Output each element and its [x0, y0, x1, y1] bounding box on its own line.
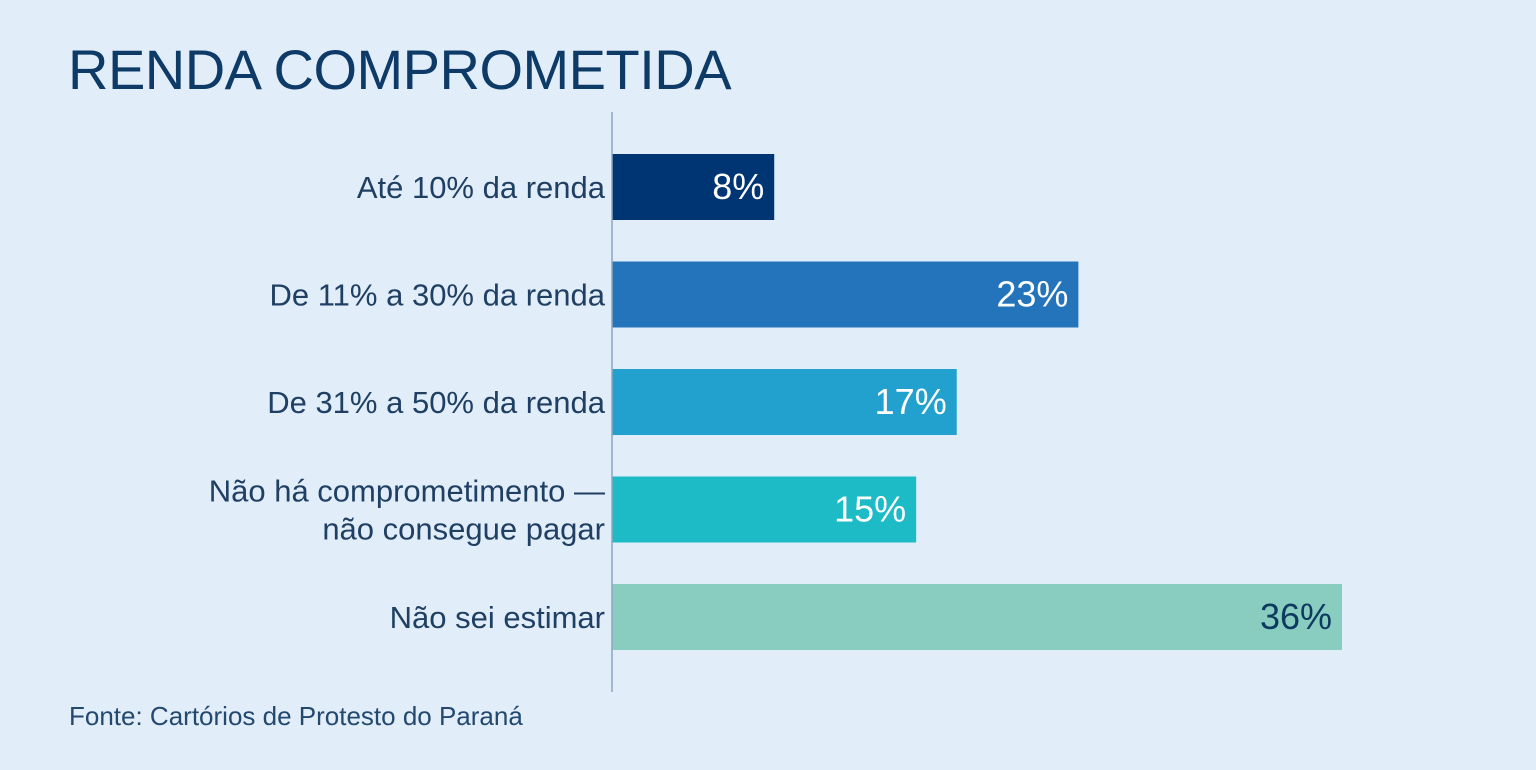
value-label-1: 8%	[712, 166, 764, 207]
category-label-line: De 11% a 30% da renda	[270, 278, 606, 313]
bar-de-31-a-50-da-renda	[612, 369, 957, 435]
value-label-3: 17%	[875, 381, 947, 422]
category-label-line: Não sei estimar	[390, 600, 605, 635]
category-label-de-11-a-30-da-renda: De 11% a 30% da renda	[270, 278, 606, 313]
category-label-nao-ha-comprometimento-nao-consegue-pagar: Não há comprometimento — não consegue pag…	[209, 474, 605, 547]
value-label-5: 36%	[1260, 596, 1332, 637]
bar-de-11-a-30-da-renda	[612, 261, 1079, 328]
category-label-de-31-a-50-da-renda: De 31% a 50% da renda	[267, 385, 606, 420]
bar-nao-ha-comprometimento-nao-consegue-pagar	[612, 476, 917, 543]
bar-nao-sei-estimar	[612, 584, 1342, 650]
category-label-line: De 31% a 50% da renda	[267, 385, 606, 420]
category-label-line: Não há comprometimento —	[209, 474, 605, 509]
source-note: Fonte: Cartórios de Protesto do Paraná	[69, 701, 523, 731]
bar-ate-10-da-renda	[612, 154, 775, 220]
category-label-ate-10-da-renda: Até 10% da renda	[357, 170, 606, 205]
value-label-4: 15%	[834, 489, 906, 530]
chart-title: RENDA COMPROMETIDA	[68, 38, 732, 101]
category-label-nao-sei-estimar: Não sei estimar	[390, 600, 605, 635]
value-label-2: 23%	[996, 274, 1068, 315]
category-label-line: Até 10% da renda	[357, 170, 606, 205]
category-label-line: não consegue pagar	[322, 512, 605, 547]
